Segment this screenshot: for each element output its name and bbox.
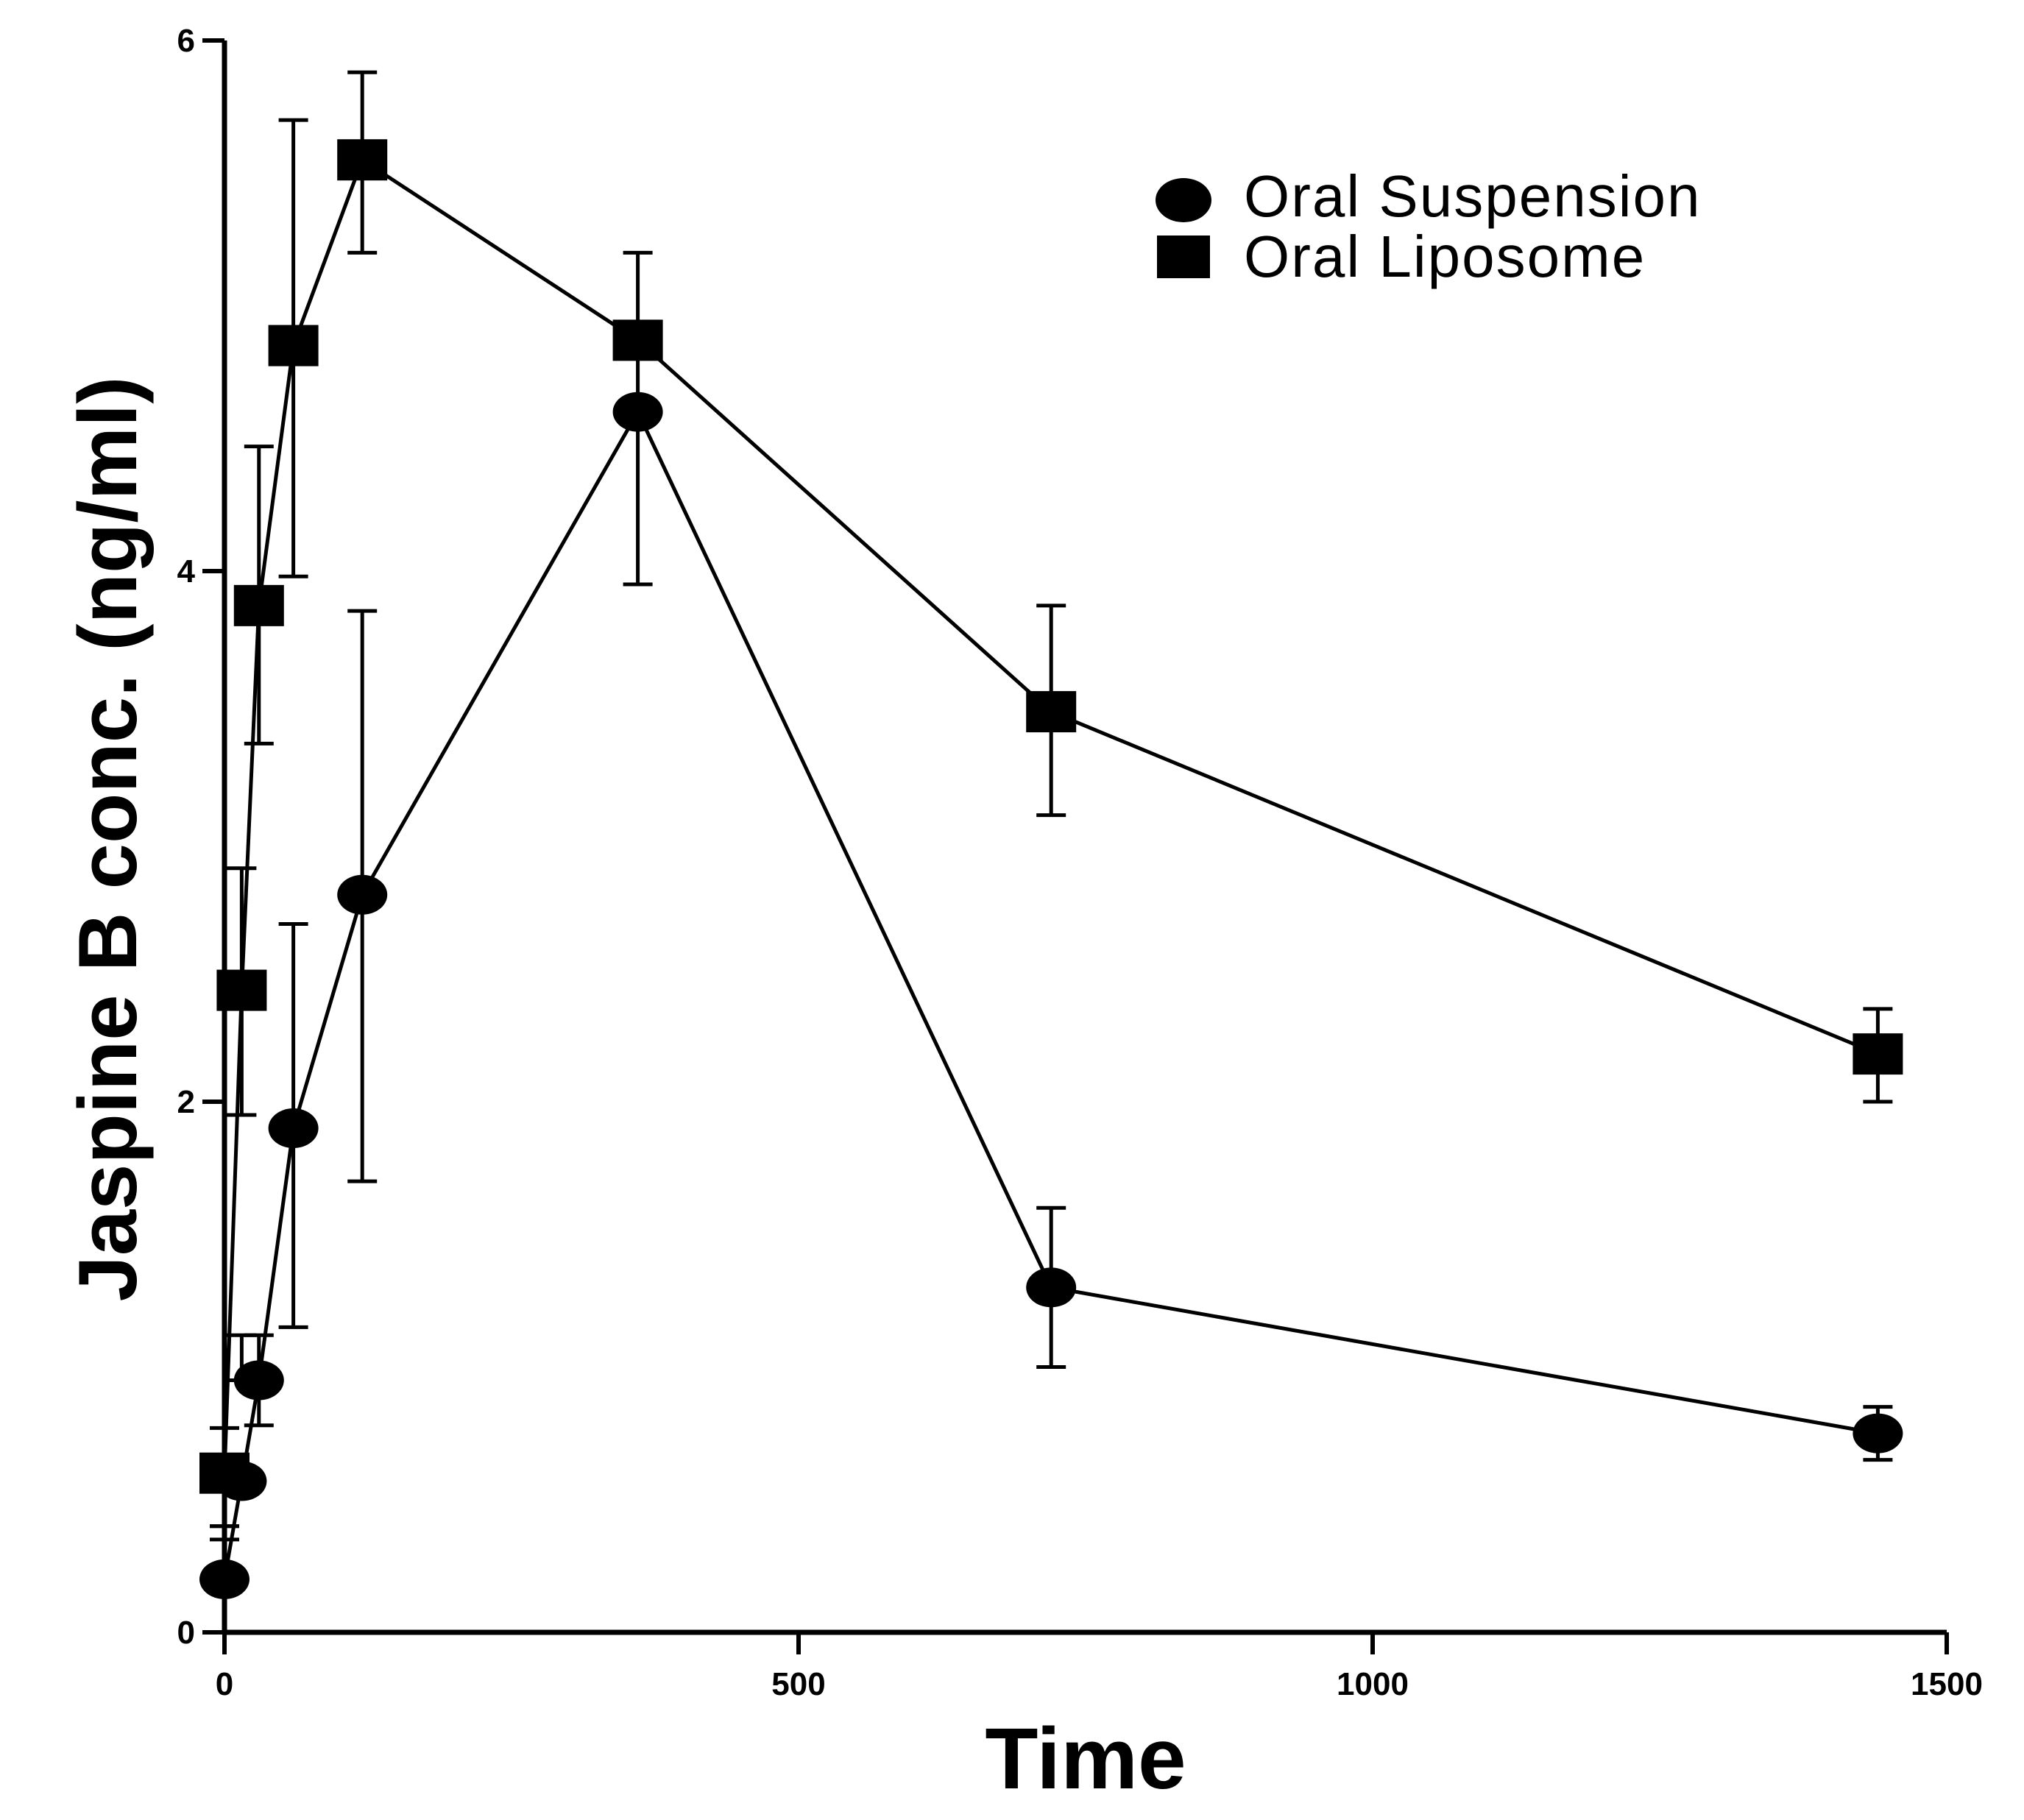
y-tick-label: 2 <box>177 1084 195 1120</box>
data-point-oral-suspension <box>1026 1267 1077 1308</box>
legend-label-oral-suspension: Oral Suspension <box>1244 163 1701 229</box>
data-point-oral-suspension <box>233 1360 284 1401</box>
axes: 0 2 4 6 0 500 1000 1500 <box>177 23 1983 1702</box>
series-line-oral-liposome <box>222 157 1879 1473</box>
data-point-oral-liposome <box>337 139 388 181</box>
y-axis-title: Jaspine B conc. (ng/ml) <box>62 376 154 1301</box>
data-point-oral-liposome <box>268 325 319 367</box>
data-point-oral-suspension <box>337 874 388 915</box>
series-oral-liposome <box>199 70 1903 1542</box>
data-point-oral-suspension <box>199 1559 250 1599</box>
x-tick-label: 500 <box>771 1666 825 1702</box>
x-tick-label: 1000 <box>1337 1666 1409 1702</box>
data-point-oral-suspension <box>1853 1413 1903 1453</box>
x-tick-label: 0 <box>216 1666 233 1702</box>
data-point-oral-suspension <box>612 392 663 432</box>
data-point-oral-liposome <box>1026 691 1077 733</box>
y-tick-label: 0 <box>177 1615 195 1651</box>
legend-marker-oral-suspension <box>1156 178 1211 222</box>
data-point-oral-suspension <box>268 1108 319 1149</box>
x-tick-label: 1500 <box>1911 1666 1983 1702</box>
data-point-oral-liposome <box>216 969 267 1011</box>
data-point-oral-liposome <box>233 584 284 626</box>
series-line-oral-suspension <box>222 410 1878 1580</box>
x-axis-title: Time <box>985 1710 1186 1807</box>
y-tick-label: 6 <box>177 23 195 59</box>
data-point-oral-liposome <box>199 1452 250 1494</box>
legend-label-oral-liposome: Oral Liposome <box>1244 224 1646 289</box>
data-point-oral-liposome <box>1853 1033 1903 1075</box>
series-oral-suspension <box>199 392 1903 1599</box>
legend: Oral Suspension Oral Liposome <box>1156 163 1701 289</box>
legend-marker-oral-liposome <box>1157 236 1210 278</box>
data-point-oral-liposome <box>612 319 663 361</box>
series-layer <box>199 70 1903 1599</box>
y-tick-label: 4 <box>177 553 196 589</box>
